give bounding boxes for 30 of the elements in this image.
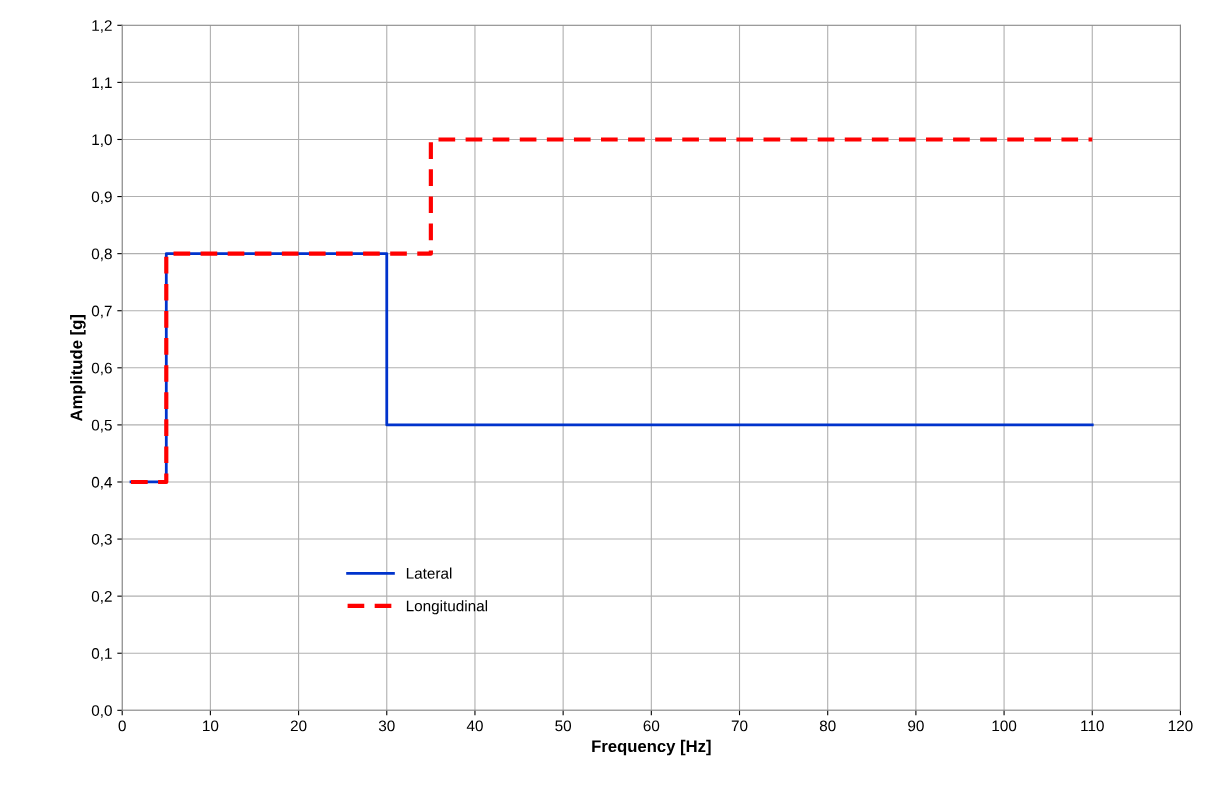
x-tick-label: 60: [643, 720, 660, 732]
x-axis-title: Frequency [Hz]: [592, 739, 711, 756]
x-tick-label: 30: [378, 720, 395, 732]
y-tick-label: 0,6: [91, 362, 112, 376]
y-tick-label: 0,0: [91, 705, 112, 718]
y-tick-label: 0,8: [91, 248, 112, 262]
x-tick-label: 70: [731, 720, 748, 732]
y-tick-label: 1,1: [92, 77, 112, 90]
y-tick-label: 0,5: [91, 419, 112, 433]
x-tick-label: 100: [992, 720, 1017, 732]
y-axis-title: Amplitude [g]: [70, 315, 86, 422]
y-tick-label: 0,4: [91, 476, 113, 490]
x-tick-label: 90: [908, 720, 924, 732]
x-tick-label: 80: [819, 720, 836, 732]
y-tick-label: 0,9: [91, 191, 112, 205]
x-tick-label: 10: [203, 720, 219, 732]
x-tick-label: 0: [118, 720, 126, 732]
y-tick-label: 1,2: [92, 20, 112, 33]
legend-label: Lateral: [406, 567, 452, 579]
legend-label: Longitudinal: [406, 600, 488, 615]
y-tick-label: 0,2: [91, 591, 112, 604]
y-tick-label: 0,3: [91, 533, 112, 547]
x-tick-label: 20: [290, 720, 307, 732]
x-tick-label: 50: [555, 720, 572, 732]
x-tick-label: 40: [466, 720, 483, 732]
x-tick-label: 120: [1168, 720, 1193, 732]
y-tick-label: 0,1: [91, 648, 112, 661]
y-tick-label: 1,0: [92, 134, 112, 147]
x-tick-label: 110: [1081, 720, 1104, 732]
y-tick-label: 0,7: [91, 305, 112, 319]
